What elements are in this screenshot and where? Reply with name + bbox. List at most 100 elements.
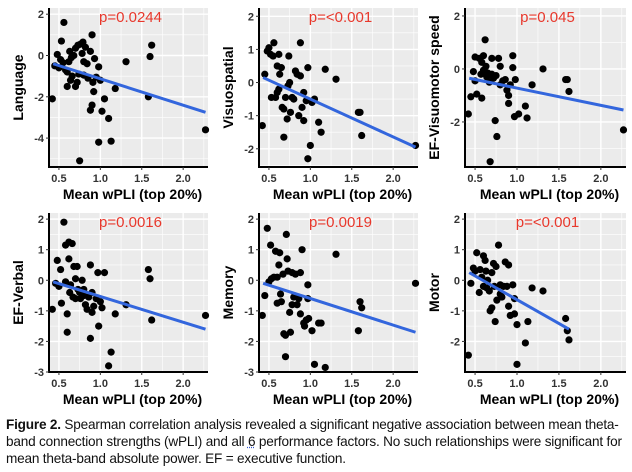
data-point <box>78 276 86 284</box>
scatter-panel-1: 0.5 1.0 1.5 2.0 2 0 -2 -4 Mean wPLI (top 20%) Lan… <box>10 8 210 202</box>
data-point <box>68 239 76 248</box>
data-point <box>513 360 521 368</box>
y-tick-label: 2 <box>454 214 460 226</box>
data-point <box>298 103 306 111</box>
data-point <box>144 265 152 274</box>
data-point <box>261 291 269 300</box>
data-point <box>305 314 313 323</box>
data-point <box>563 75 571 84</box>
y-tick-label: -1 <box>244 111 254 123</box>
data-point <box>491 117 499 125</box>
data-point <box>298 246 306 254</box>
y-tick-label: -2 <box>450 117 460 129</box>
data-point <box>515 110 523 118</box>
data-point <box>521 339 529 347</box>
data-point <box>494 241 503 249</box>
x-tick-label: 2.0 <box>386 173 401 185</box>
data-point <box>265 44 273 52</box>
data-point <box>146 52 154 61</box>
figure-panels: 0.5 1.0 1.5 2.0 2 0 -2 -4 Mean wPLI (top 20%) Lan… <box>10 8 628 407</box>
y-axis-label: Memory <box>220 265 236 319</box>
y-tick-label: 1 <box>248 44 254 56</box>
y-tick-label: 0 <box>248 275 254 287</box>
y-tick-label: 0 <box>454 64 460 76</box>
data-point <box>111 310 119 318</box>
y-tick-label: -3 <box>244 367 254 379</box>
scatter-panel-6: 0.5 1.0 1.5 2.0 2 1 0 -1 -2 Mean wPLI (top 20%) Mo… <box>426 213 626 407</box>
data-point <box>356 298 364 306</box>
x-tick-label: 1.5 <box>134 173 149 185</box>
data-point <box>65 255 73 263</box>
data-point <box>528 284 536 292</box>
data-point <box>73 262 81 271</box>
data-point <box>354 327 362 335</box>
p-value-annotation: p=<0.001 <box>309 9 372 26</box>
data-point <box>201 311 210 320</box>
data-point <box>332 250 340 258</box>
x-tick-label: 0.5 <box>467 378 482 390</box>
x-tick-label: 0.5 <box>261 378 276 390</box>
data-point <box>53 50 61 59</box>
data-point <box>308 327 316 335</box>
data-point <box>100 95 109 103</box>
data-point <box>503 282 511 290</box>
data-point <box>275 261 283 269</box>
data-point <box>286 78 294 87</box>
regression-line <box>468 76 624 112</box>
data-point <box>111 84 119 93</box>
data-point <box>98 304 106 312</box>
y-axis-label: Visuospatial <box>220 46 236 128</box>
data-point <box>492 262 500 271</box>
y-tick-label: -1 <box>450 306 460 318</box>
data-point <box>492 71 500 80</box>
data-point <box>94 269 102 277</box>
x-tick-label: 2.0 <box>176 173 191 185</box>
y-tick-label: -2 <box>450 336 460 348</box>
y-tick-label: -4 <box>34 133 45 145</box>
x-tick-label: 0.5 <box>261 173 276 185</box>
y-tick-label: 0 <box>38 275 44 287</box>
data-point <box>482 267 490 275</box>
x-tick-label: 1.5 <box>551 378 566 390</box>
y-tick-label: 1 <box>248 245 254 257</box>
caption-label: Figure 2. <box>6 417 61 432</box>
y-tick-label: 0 <box>248 78 254 90</box>
x-tick-label: 0.5 <box>51 173 66 185</box>
p-value-annotation: p=0.045 <box>520 9 575 26</box>
caption-text-2: performance factors. No such relationshi… <box>6 434 622 466</box>
data-point <box>73 78 81 86</box>
data-point <box>306 141 314 150</box>
data-point <box>63 82 71 91</box>
data-point <box>285 52 293 60</box>
y-tick-label: 0 <box>38 50 44 62</box>
y-tick-label: -2 <box>244 144 254 156</box>
data-point <box>59 59 67 67</box>
data-point <box>88 31 96 39</box>
data-point <box>478 94 486 102</box>
data-point <box>90 302 98 310</box>
x-tick-label: 1.0 <box>509 173 524 185</box>
y-axis-label: EF-Verbal <box>10 260 26 325</box>
data-point <box>296 310 305 318</box>
data-point <box>505 99 513 107</box>
data-point <box>277 298 285 306</box>
x-tick-label: 1.0 <box>93 173 108 185</box>
data-point <box>358 131 366 140</box>
data-point <box>98 107 106 115</box>
data-point <box>486 158 494 166</box>
data-point <box>148 41 156 49</box>
data-point <box>282 230 290 239</box>
x-axis-label: Mean wPLI (top 20%) <box>480 186 619 202</box>
data-point <box>321 65 329 73</box>
y-tick-label: -2 <box>34 92 44 104</box>
data-point <box>296 72 305 80</box>
data-point <box>286 328 295 336</box>
data-point <box>473 90 481 98</box>
data-point <box>562 314 570 323</box>
x-tick-label: 1.5 <box>134 378 149 390</box>
data-point <box>473 249 481 257</box>
data-point <box>276 249 284 257</box>
data-point <box>505 302 513 310</box>
data-point <box>505 261 513 269</box>
y-tick-label: 2 <box>454 11 460 23</box>
